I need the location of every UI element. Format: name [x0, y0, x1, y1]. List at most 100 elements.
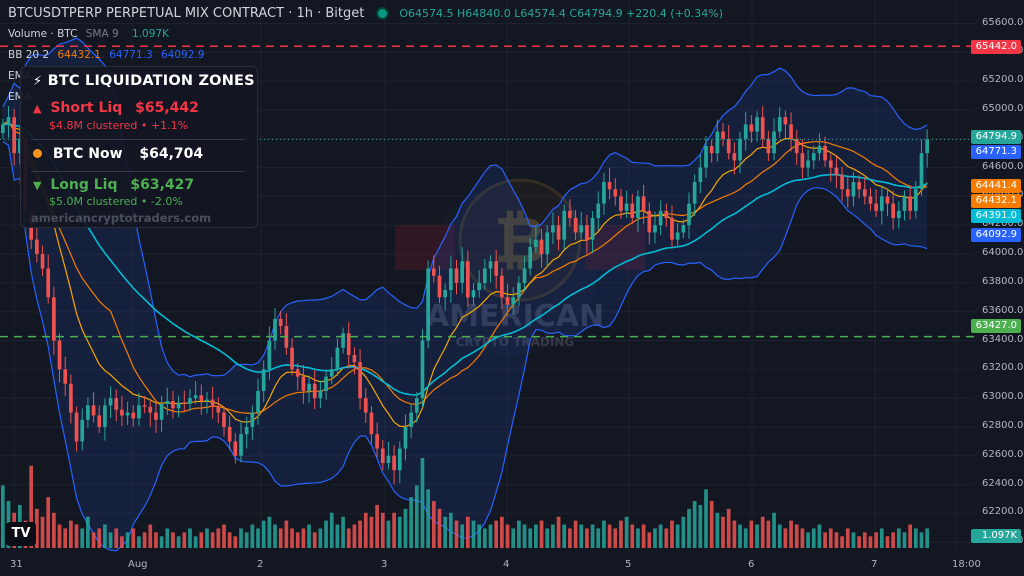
candle-body [641, 196, 646, 211]
bb-upper-value: 64771.3 [109, 49, 153, 61]
volume-bar [341, 516, 345, 548]
volume-bar [851, 532, 856, 548]
price-tick-label: 63200.0 [982, 362, 1024, 374]
price-tick-label: 65600.0 [982, 16, 1024, 28]
candle-body [477, 282, 482, 291]
volume-bar [551, 524, 555, 548]
volume-bar [142, 532, 147, 548]
volume-legend[interactable]: Volume · BTC SMA 9 1.097K [8, 28, 169, 40]
card-title: ⚡ BTC LIQUIDATION ZONES [33, 73, 255, 89]
bb-upper-line [2, 37, 928, 378]
volume-bar [80, 528, 85, 548]
candle-body [256, 390, 260, 413]
bb-lower-line [2, 141, 928, 552]
volume-bar [743, 528, 748, 548]
lightning-icon: ⚡ [33, 74, 43, 89]
volume-bar [443, 516, 447, 548]
candle-body [766, 138, 771, 154]
volume-bar [397, 516, 402, 548]
ohlc-change: +220.4 (+0.34%) [626, 7, 724, 20]
volume-bar [590, 524, 595, 548]
candle-body [414, 398, 419, 413]
candle-body [732, 153, 737, 161]
candle-body [925, 139, 930, 154]
candle-body [885, 196, 890, 204]
candle-body [420, 340, 425, 399]
candle-body [193, 395, 198, 399]
long-liq-sub: $5.0M clustered • -2.0% [49, 195, 183, 208]
volume-bar [216, 528, 221, 548]
btc-now-value: $64,704 [139, 146, 204, 162]
candle-body [233, 441, 238, 456]
volume-bar [874, 532, 878, 548]
price-tick-label: 62800.0 [982, 419, 1024, 431]
volume-bar [86, 516, 90, 548]
candle-body [698, 167, 703, 183]
volume-bar [295, 532, 300, 548]
card-divider [31, 171, 245, 172]
symbol-title[interactable]: BTCUSDTPERP PERPETUAL MIX CONTRACT · 1h … [8, 6, 365, 21]
volume-sma-label: SMA 9 [85, 28, 119, 40]
bb-lower-value: 64092.9 [161, 49, 205, 61]
candle-body [534, 239, 538, 247]
candle-body [131, 412, 136, 419]
short-liq-row: ▲ Short Liq $65,442 [33, 100, 199, 116]
price-tick-label: 63400.0 [982, 333, 1024, 345]
candle-body [726, 138, 731, 154]
volume-bar [91, 532, 96, 548]
price-tick-label: 63000.0 [982, 391, 1024, 403]
volume-bar [607, 524, 612, 548]
candle-body [267, 340, 272, 370]
volume-bar [222, 524, 226, 548]
time-tick-label: 6 [748, 559, 755, 570]
volume-bar [471, 520, 476, 548]
ema-slow-line [2, 123, 928, 396]
volume-bar [227, 532, 232, 548]
candle-body [301, 376, 306, 391]
candle-body [125, 412, 130, 416]
volume-bar [670, 520, 674, 548]
now-dot-icon [33, 149, 42, 158]
volume-bar [919, 532, 924, 548]
candle-body [80, 419, 85, 442]
volume-bar [534, 524, 538, 548]
candle-body [692, 182, 697, 204]
volume-bar [562, 524, 567, 548]
candle-body [817, 146, 822, 154]
volume-bar [188, 528, 192, 548]
volume-bar [789, 520, 793, 548]
candle-body [749, 124, 754, 132]
candle-body [0, 124, 5, 134]
volume-bar [857, 536, 861, 548]
volume-bar [726, 508, 731, 548]
volume-bar [596, 528, 601, 548]
volume-bar [913, 528, 918, 548]
volume-bar [556, 516, 561, 548]
volume-bar [777, 524, 782, 548]
candle-body [879, 196, 884, 211]
volume-bar [131, 528, 136, 548]
candle-body [738, 138, 742, 161]
ohlc-open: O64574.5 [399, 7, 454, 20]
candle-body [845, 189, 850, 197]
candle-body [358, 362, 362, 399]
volume-bar [386, 520, 391, 548]
candle-body [403, 426, 408, 449]
volume-bar [721, 516, 725, 548]
ohlc-close: C64794.9 [569, 7, 623, 20]
bb-legend[interactable]: BB 20 2 64432.1 64771.3 64092.9 [8, 49, 204, 61]
candle-body [908, 196, 912, 211]
tradingview-logo-icon[interactable]: TV [6, 522, 36, 546]
long-liq-value: $63,427 [130, 177, 195, 193]
volume-bar [794, 524, 799, 548]
candle-body [562, 210, 567, 240]
volume-bar [137, 536, 141, 548]
volume-bar [29, 465, 34, 548]
candle-body [74, 412, 79, 442]
bollinger-bands [2, 37, 928, 552]
candle-body [630, 203, 635, 219]
candle-body [273, 318, 277, 341]
volume-bar [358, 520, 362, 548]
bb-basis-price-label: 64432.1 [971, 194, 1021, 208]
